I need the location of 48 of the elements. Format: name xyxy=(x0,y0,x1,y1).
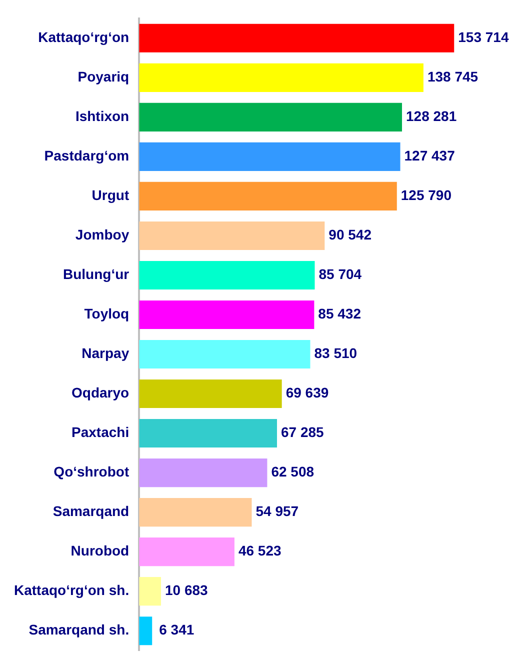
data-label: 85 704 xyxy=(318,266,362,282)
data-label: 128 281 xyxy=(406,108,457,124)
bar xyxy=(139,300,314,330)
bar xyxy=(139,182,397,210)
y-tick-label: Narpay xyxy=(82,345,130,362)
data-label: 153 714 xyxy=(458,29,509,46)
data-label: 10 683 xyxy=(165,582,208,598)
data-label: 69 639 xyxy=(286,384,329,401)
bar xyxy=(139,498,252,527)
bar xyxy=(139,102,402,132)
bar xyxy=(139,63,424,92)
bar xyxy=(139,379,282,408)
data-label: 67 285 xyxy=(281,424,324,440)
y-tick-label: Oqdaryo xyxy=(72,384,130,401)
bar xyxy=(139,142,400,171)
data-label: 138 745 xyxy=(427,68,478,85)
y-tick-label: Ishtixon xyxy=(75,108,130,124)
y-tick-label: Toyloq xyxy=(84,306,130,322)
data-label: 83 510 xyxy=(314,345,358,362)
y-tick-label: Samarqand xyxy=(52,503,130,520)
y-tick-label: Poyariq xyxy=(78,68,130,85)
bar xyxy=(139,24,454,52)
data-label: 127 437 xyxy=(404,148,456,164)
bar xyxy=(139,260,315,290)
bar xyxy=(139,419,277,448)
data-label: 85 432 xyxy=(318,306,362,322)
y-tick-label: Qo‘shrobot xyxy=(54,464,130,480)
bar xyxy=(139,616,152,646)
y-tick-label: Paxtachi xyxy=(72,424,130,440)
data-label: 54 957 xyxy=(256,503,299,520)
bar xyxy=(139,458,268,488)
y-tick-label: Nurobod xyxy=(70,542,130,559)
bar xyxy=(139,538,234,566)
y-tick-label: Bulung‘ur xyxy=(63,266,130,282)
data-label: 90 542 xyxy=(328,226,372,243)
data-label: 125 790 xyxy=(400,187,452,204)
y-tick-label: Urgut xyxy=(92,187,130,204)
y-tick-label: Pastdarg‘om xyxy=(44,148,130,164)
data-label: 46 523 xyxy=(238,542,282,559)
y-tick-label: Kattaqo‘rg‘on sh. xyxy=(14,582,130,598)
y-tick-label: Kattaqo‘rg‘on xyxy=(38,29,130,46)
y-tick-label: Jomboy xyxy=(75,226,130,243)
y-tick-label: Samarqand sh. xyxy=(28,622,130,638)
data-label: 6 341 xyxy=(159,622,194,638)
bar xyxy=(139,221,325,250)
bar xyxy=(139,577,162,606)
bar xyxy=(139,340,310,369)
data-label: 62 508 xyxy=(271,464,314,480)
